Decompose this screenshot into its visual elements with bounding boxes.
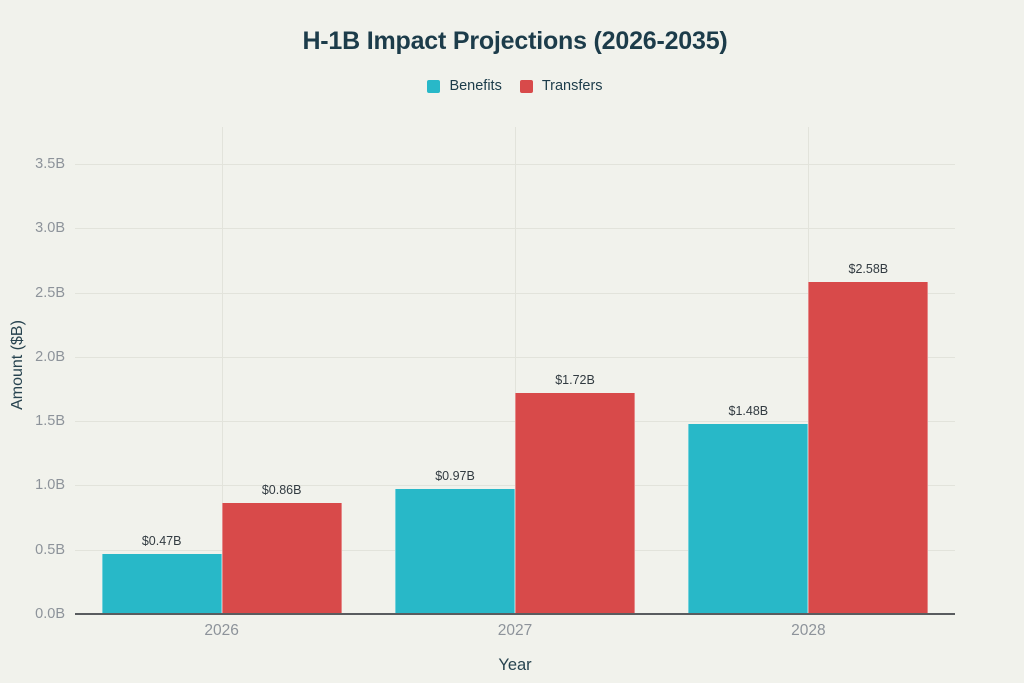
gridline-horizontal — [75, 228, 955, 230]
gridline-horizontal — [75, 292, 955, 294]
y-tick-label: 0.5B — [35, 541, 65, 558]
y-tick-label: 1.0B — [35, 477, 65, 494]
legend-label: Benefits — [449, 78, 502, 94]
gridline-vertical — [221, 127, 223, 614]
bar-value-label: $1.48B — [728, 403, 769, 418]
x-axis-line — [75, 613, 955, 615]
y-tick-label: 3.0B — [35, 220, 65, 237]
legend-label: Transfers — [541, 78, 603, 94]
x-tick-label: 2026 — [204, 622, 239, 639]
y-tick-label: 2.5B — [35, 284, 65, 301]
gridline-vertical — [515, 127, 516, 614]
bar-value-label: $0.86B — [261, 483, 302, 498]
chart-title: H-1B Impact Projections (2026-2035) — [302, 27, 728, 55]
bar-value-label: $2.58B — [848, 262, 889, 277]
bar-benefits-2026 — [101, 553, 222, 614]
bar-benefits-2028 — [688, 423, 809, 614]
y-tick-label: 3.5B — [35, 156, 65, 172]
bar-transfers-2028 — [808, 282, 929, 614]
x-tick-label: 2028 — [791, 622, 826, 639]
legend-marker-transfers — [519, 79, 533, 93]
bar-value-label: $0.47B — [141, 533, 182, 548]
legend: Benefits Transfers — [75, 78, 955, 94]
bar-transfers-2027 — [515, 392, 635, 614]
bar-value-label: $1.72B — [555, 372, 595, 387]
legend-item-transfers[interactable]: Transfers — [519, 78, 603, 94]
y-tick-label: 2.0B — [35, 348, 65, 365]
legend-marker-benefits — [427, 79, 441, 93]
y-tick-label: 1.5B — [35, 413, 65, 430]
bar-transfers-2026 — [221, 503, 342, 614]
gridline-horizontal — [75, 356, 955, 358]
y-axis-title: Amount ($B) — [9, 320, 26, 410]
x-tick-label: 2027 — [497, 622, 533, 639]
bar-value-label: $0.97B — [435, 469, 475, 484]
legend-item-benefits[interactable]: Benefits — [427, 78, 502, 94]
y-tick-label: 0.0B — [35, 606, 65, 622]
bar-benefits-2027 — [395, 489, 515, 614]
x-axis-title: Year — [498, 656, 532, 674]
gridline-horizontal — [75, 164, 955, 165]
